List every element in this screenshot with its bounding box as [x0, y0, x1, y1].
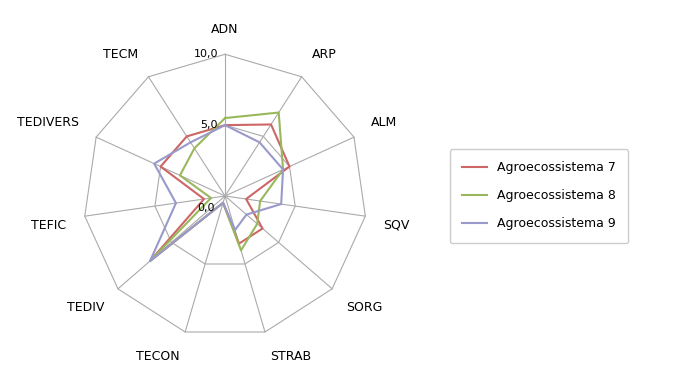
Text: TECON: TECON — [136, 350, 180, 363]
Text: TECM: TECM — [104, 48, 138, 61]
Text: ALM: ALM — [371, 116, 397, 129]
Text: STRAB: STRAB — [270, 350, 311, 363]
Text: 10,0: 10,0 — [194, 49, 218, 59]
Text: SQV: SQV — [383, 219, 410, 232]
Text: ADN: ADN — [211, 23, 239, 36]
Text: SORG: SORG — [346, 301, 383, 314]
Text: TEDIVERS: TEDIVERS — [17, 116, 79, 129]
Text: ARP: ARP — [312, 48, 336, 61]
Legend: Agroecossistema 7, Agroecossistema 8, Agroecossistema 9: Agroecossistema 7, Agroecossistema 8, Ag… — [449, 149, 628, 243]
Text: TEFIC: TEFIC — [31, 219, 67, 232]
Text: 0,0: 0,0 — [198, 203, 215, 213]
Text: TEDIV: TEDIV — [67, 301, 104, 314]
Text: 5,0: 5,0 — [201, 120, 218, 130]
